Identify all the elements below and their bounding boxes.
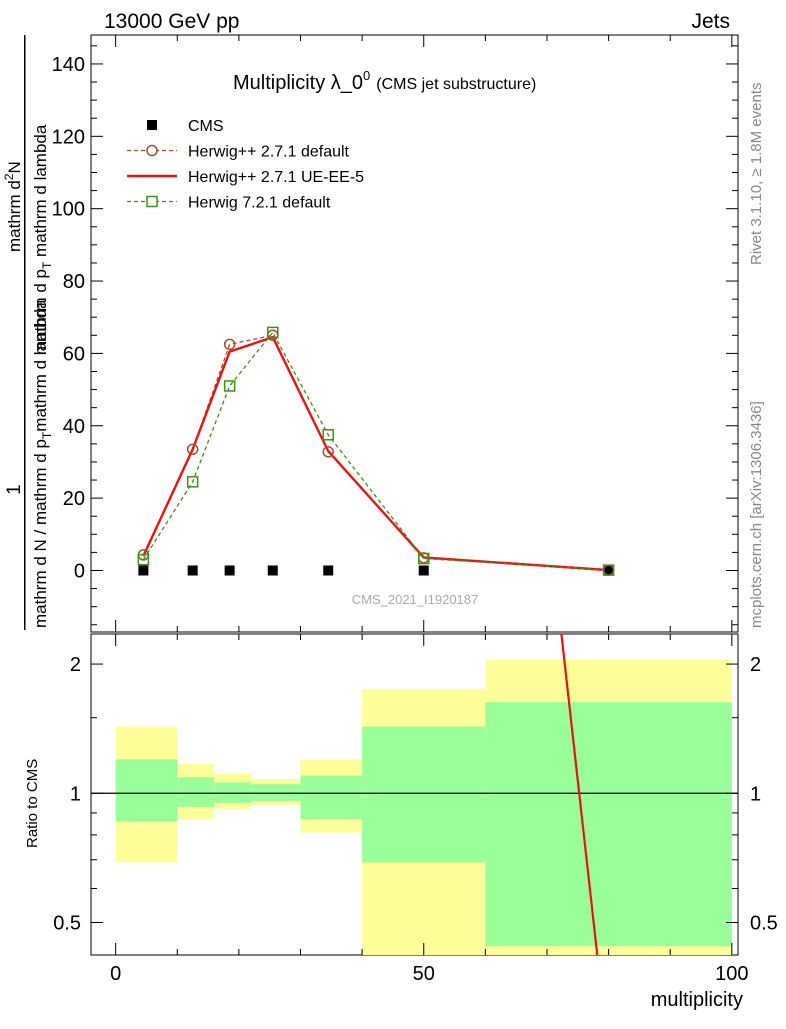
- ylabel-inner-fraction-bar: [24, 28, 25, 29]
- ratio-band-green-0: [115, 759, 178, 822]
- x-tick-label: 100: [715, 963, 748, 985]
- series-line-1: [142, 334, 609, 571]
- x-tick-label: 0: [110, 963, 121, 985]
- herwig-default-point: [322, 446, 334, 458]
- ratio-tick-label-left: 0.5: [53, 912, 81, 934]
- y-tick-label: 120: [52, 126, 85, 148]
- main-ylabel: 1 mathrm d N / mathrm d pTmathrm d lambd…: [2, 28, 54, 630]
- legend: CMS Herwig++ 2.7.1 default Herwig++ 2.7.1 …: [127, 118, 364, 212]
- cms-data-point: [323, 565, 334, 576]
- herwig7-point: [602, 564, 615, 576]
- ylabel-inner-numerator: mathrm d2N: [2, 161, 24, 252]
- legend-label-3: Herwig 7.2.1 default: [188, 195, 331, 212]
- main-series: [137, 326, 615, 576]
- ratio-series-line-0: [560, 634, 599, 955]
- ratio-tick-label-left: 2: [70, 654, 81, 676]
- herwig7-point: [223, 380, 236, 392]
- y-tick-label: 140: [52, 54, 85, 76]
- cms-data-point: [224, 565, 235, 576]
- ratio-tick-label-left: 1: [70, 783, 81, 805]
- ylabel-denominator: mathrm d N / mathrm d pTmathrm d lambda: [31, 299, 54, 628]
- main-panel-frame: [90, 34, 739, 633]
- cms-data-point: [187, 565, 198, 576]
- cms-data-point: [138, 565, 149, 576]
- ratio-band-green-5: [362, 726, 486, 863]
- herwig7-point: [322, 429, 334, 441]
- chart-title: Multiplicity λ_00(CMS jet substructure): [233, 68, 536, 94]
- y-tick-label: 20: [63, 488, 85, 510]
- ratio-bands: [115, 659, 732, 955]
- ratio-band-green-6: [485, 702, 732, 947]
- ylabel-numerator: 1: [4, 484, 25, 495]
- y-tick-label: 40: [63, 416, 85, 438]
- mcplots-label: mcplots.cern.ch [arXiv:1306.3436]: [748, 401, 765, 628]
- ratio-band-green-1: [177, 777, 215, 807]
- y-tick-label: 0: [74, 560, 85, 582]
- herwig7-point: [417, 552, 430, 565]
- herwig7-point: [186, 476, 199, 488]
- ratio-band-green-2: [214, 782, 252, 803]
- ratio-ylabel: Ratio to CMS: [24, 759, 41, 848]
- legend-label-1: Herwig++ 2.7.1 default: [188, 144, 350, 161]
- analysis-id-label: CMS_2021_I1920187: [352, 592, 479, 607]
- x-tick-label: 50: [413, 963, 435, 985]
- header-energy-label: 13000 GeV pp: [104, 10, 239, 33]
- cms-data-point: [603, 565, 614, 576]
- y-tick-label: 80: [63, 271, 85, 293]
- ylabel-fraction-bar: [24, 35, 26, 630]
- ratio-tick-label-right: 0.5: [750, 912, 778, 934]
- ratio-tick-label-right: 2: [750, 654, 761, 676]
- herwig-default-point: [223, 338, 236, 351]
- y-tick-label: 100: [52, 199, 85, 221]
- herwig-default-point: [186, 443, 199, 456]
- rivet-version-label: Rivet 3.1.10, ≥ 1.8M events: [748, 83, 765, 266]
- legend-label-2: Herwig++ 2.7.1 UE-EE-5: [188, 169, 364, 186]
- y-tick-label: 60: [63, 343, 85, 365]
- herwig7-point: [267, 326, 279, 339]
- cms-data-point: [267, 565, 278, 576]
- header-jets-label: Jets: [691, 10, 730, 33]
- series-line-2: [142, 335, 609, 572]
- x-axis-label: multiplicity: [651, 989, 743, 1011]
- legend-marker-cms: [147, 120, 157, 130]
- legend-label-0: CMS: [188, 118, 224, 135]
- ratio-series: [560, 634, 599, 955]
- series-line-3: [142, 331, 609, 571]
- axes-ticks: 0 20 40 60 80 100 120 140 0 50 100 0.5 0.5 1 1 2 2: [52, 35, 778, 985]
- ratio-band-green-4: [300, 775, 363, 820]
- cms-data-point: [418, 565, 429, 576]
- ylabel-inner-denominator: mathrm d pT mathrm d lambda: [31, 124, 54, 355]
- herwig7-point: [137, 553, 150, 566]
- legend-marker-circle: [146, 144, 158, 157]
- ratio-band-green-3: [251, 784, 301, 801]
- ratio-tick-label-right: 1: [750, 783, 761, 805]
- legend-marker-square: [146, 195, 158, 208]
